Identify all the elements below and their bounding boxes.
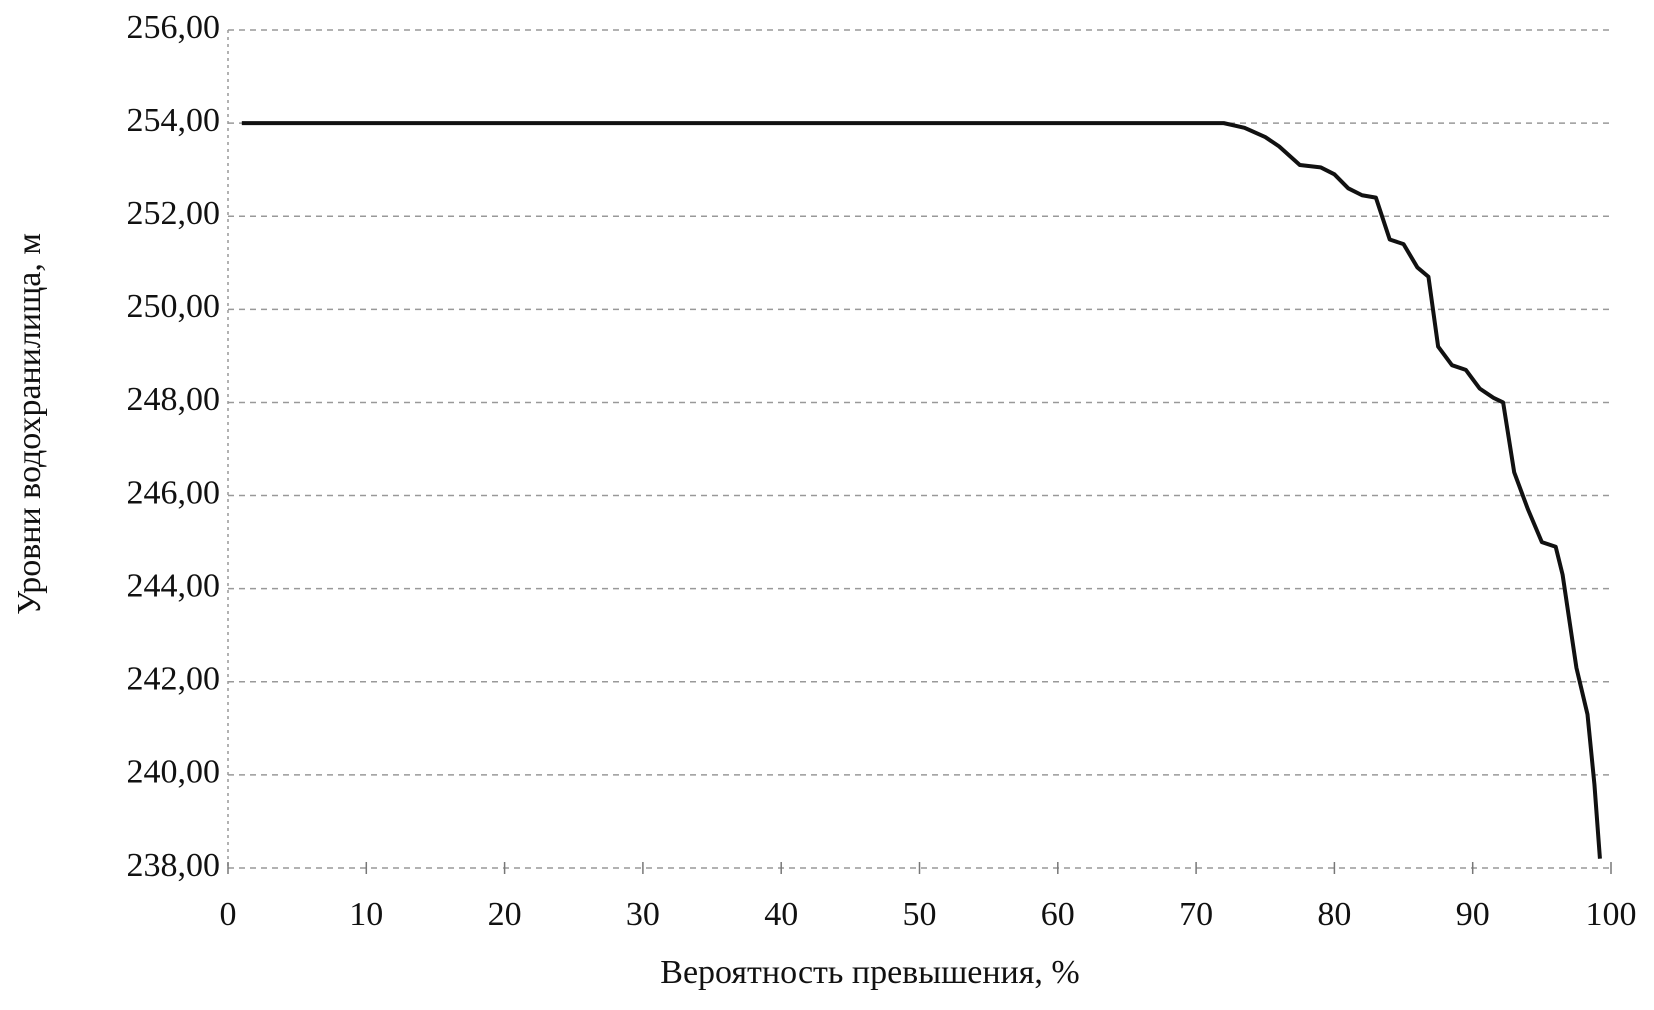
y-tick-label: 240,00 [127,754,221,791]
y-tick-label: 246,00 [127,474,221,511]
x-tick-label: 30 [626,896,660,933]
y-tick-label: 238,00 [127,847,221,884]
y-tick-label: 244,00 [127,567,221,604]
x-tick-label: 60 [1041,896,1075,933]
y-tick-label: 250,00 [127,288,221,325]
x-tick-label: 80 [1317,896,1351,933]
x-tick-label: 50 [903,896,937,933]
y-axis-title: Уровни водохранилища, м [11,233,48,615]
x-tick-label: 0 [220,896,237,933]
x-tick-label: 40 [764,896,798,933]
x-tick-label: 70 [1179,896,1213,933]
y-tick-label: 256,00 [127,9,221,46]
y-tick-label: 252,00 [127,195,221,232]
line [241,121,1602,859]
y-tick-label: 254,00 [127,102,221,139]
y-tick-label: 242,00 [127,661,221,698]
x-tick-label: 90 [1456,896,1490,933]
x-tick-label: 10 [349,896,383,933]
x-axis-title: Вероятность превышения, % [660,954,1079,991]
x-tick-label: 100 [1586,896,1637,933]
y-tick-label: 248,00 [127,381,221,418]
x-tick-label: 20 [488,896,522,933]
